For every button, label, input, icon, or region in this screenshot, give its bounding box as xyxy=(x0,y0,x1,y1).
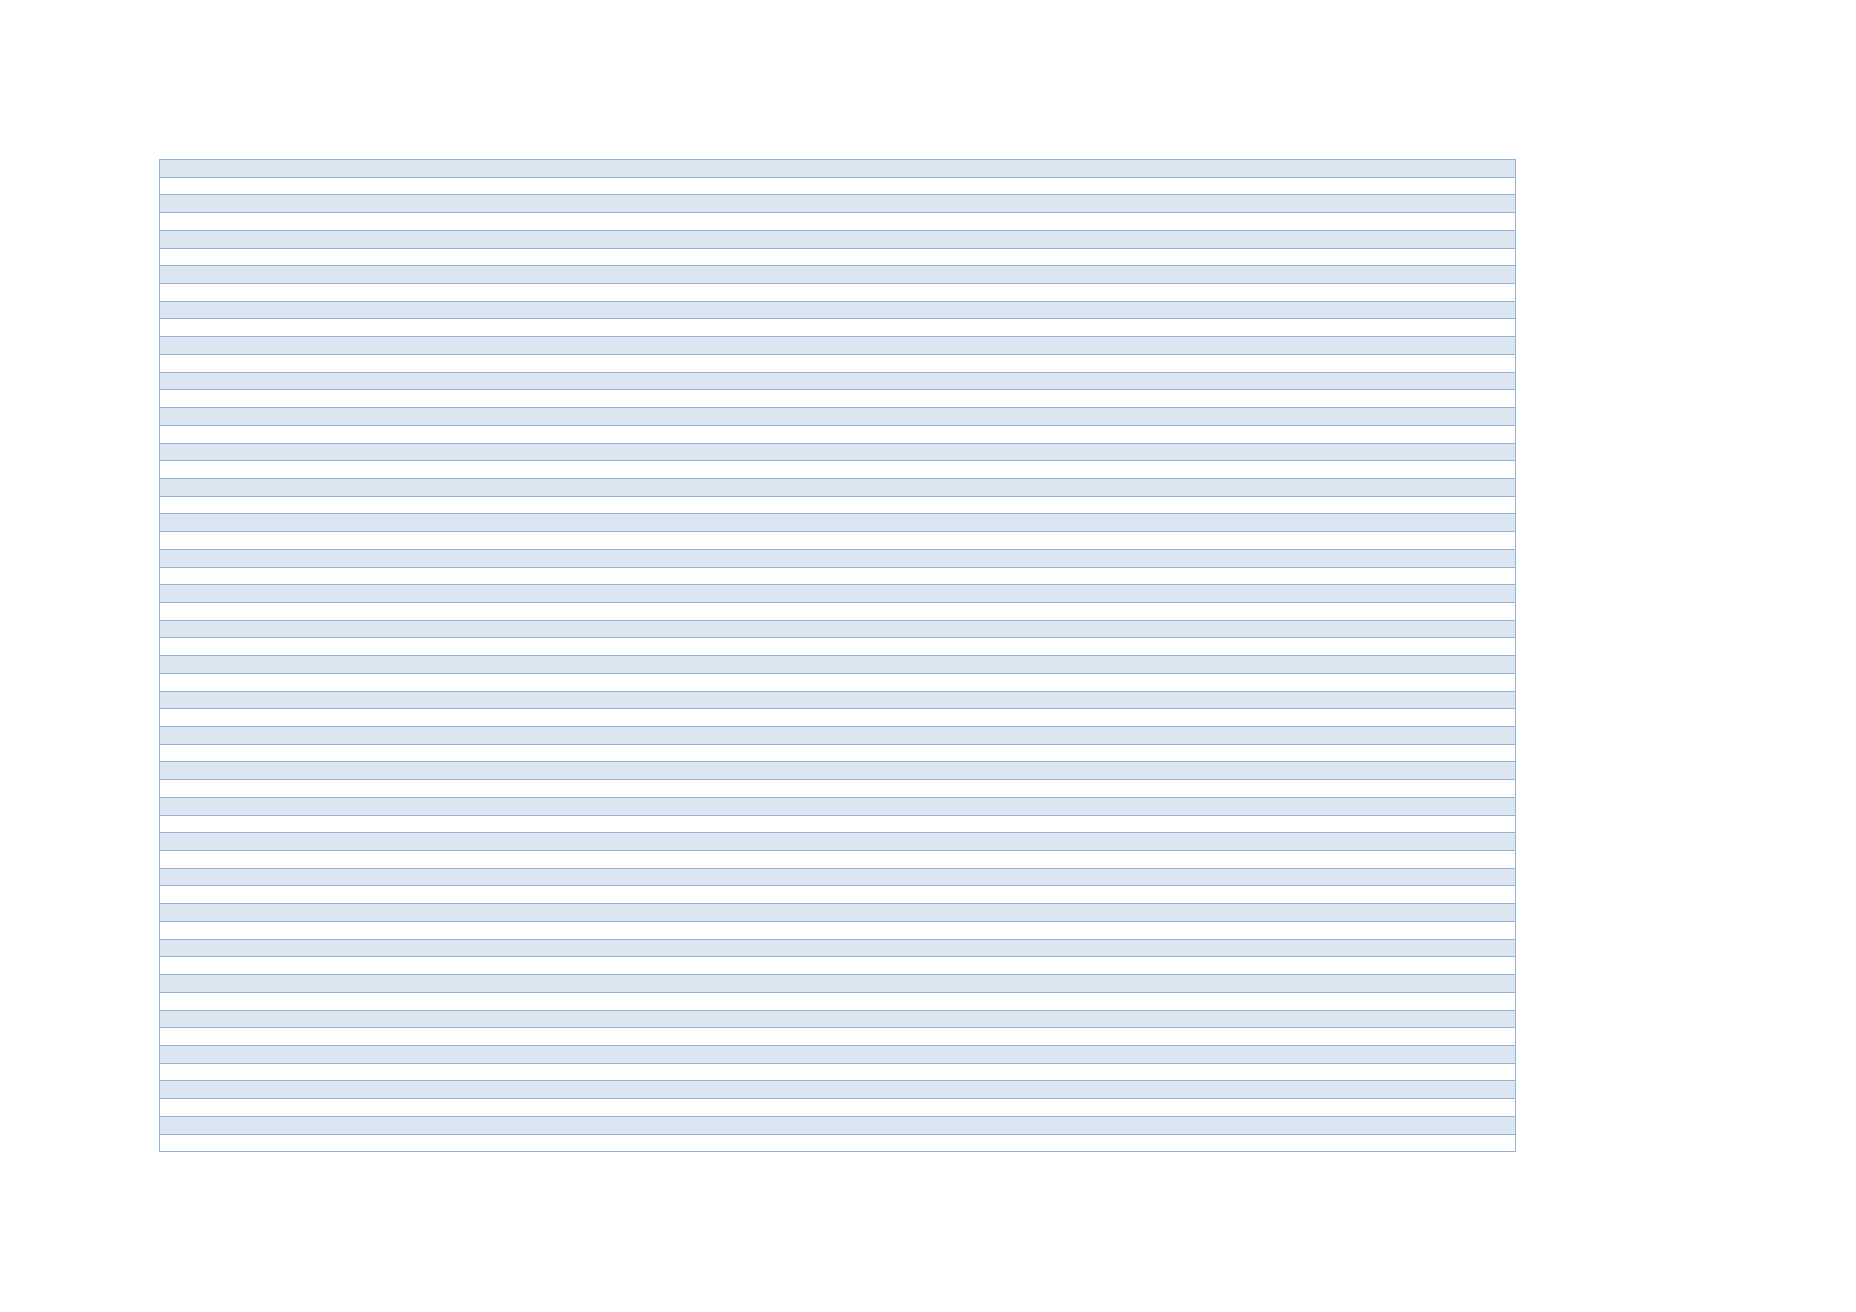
table-row xyxy=(160,514,1515,533)
table-row xyxy=(160,443,1515,462)
table-row xyxy=(160,390,1515,409)
table-row xyxy=(160,478,1515,497)
table-row xyxy=(160,177,1515,196)
table-row xyxy=(160,195,1515,214)
table-row xyxy=(160,904,1515,922)
table-row xyxy=(160,744,1515,763)
table-row xyxy=(160,673,1515,692)
table-row xyxy=(160,868,1515,887)
table-row xyxy=(160,762,1515,781)
table-row xyxy=(160,160,1515,178)
table-row xyxy=(160,585,1515,603)
table-row xyxy=(160,975,1515,993)
table-row xyxy=(160,851,1515,869)
table-row xyxy=(160,886,1515,905)
table-row xyxy=(160,230,1515,249)
table-row xyxy=(160,1099,1515,1117)
table-row xyxy=(160,1081,1515,1100)
table-row xyxy=(160,939,1515,958)
table-row xyxy=(160,833,1515,852)
table-row xyxy=(160,1134,1515,1152)
table-row xyxy=(160,957,1515,976)
table-row xyxy=(160,301,1515,320)
table-row xyxy=(160,602,1515,621)
banded-table xyxy=(159,159,1516,1152)
table-row xyxy=(160,319,1515,338)
table-row xyxy=(160,797,1515,816)
table-row xyxy=(160,549,1515,568)
table-row xyxy=(160,992,1515,1011)
table-row xyxy=(160,780,1515,798)
table-row xyxy=(160,709,1515,727)
table-row xyxy=(160,1045,1515,1064)
table-row xyxy=(160,1116,1515,1135)
table-row xyxy=(160,354,1515,373)
table-row xyxy=(160,425,1515,444)
table-row xyxy=(160,1063,1515,1082)
table-row xyxy=(160,921,1515,940)
table-row xyxy=(160,213,1515,231)
table-row xyxy=(160,638,1515,657)
table-row xyxy=(160,567,1515,586)
table-row xyxy=(160,284,1515,302)
table-row xyxy=(160,372,1515,391)
table-row xyxy=(160,691,1515,710)
table-row xyxy=(160,727,1515,745)
table-row xyxy=(160,461,1515,479)
table-row xyxy=(160,620,1515,639)
table-row xyxy=(160,248,1515,267)
table-row xyxy=(160,496,1515,515)
table-row xyxy=(160,266,1515,285)
table-row xyxy=(160,656,1515,674)
table-row xyxy=(160,1028,1515,1046)
table-row xyxy=(160,337,1515,355)
table-row xyxy=(160,1010,1515,1029)
table-row xyxy=(160,815,1515,834)
table-row xyxy=(160,532,1515,550)
table-row xyxy=(160,408,1515,426)
